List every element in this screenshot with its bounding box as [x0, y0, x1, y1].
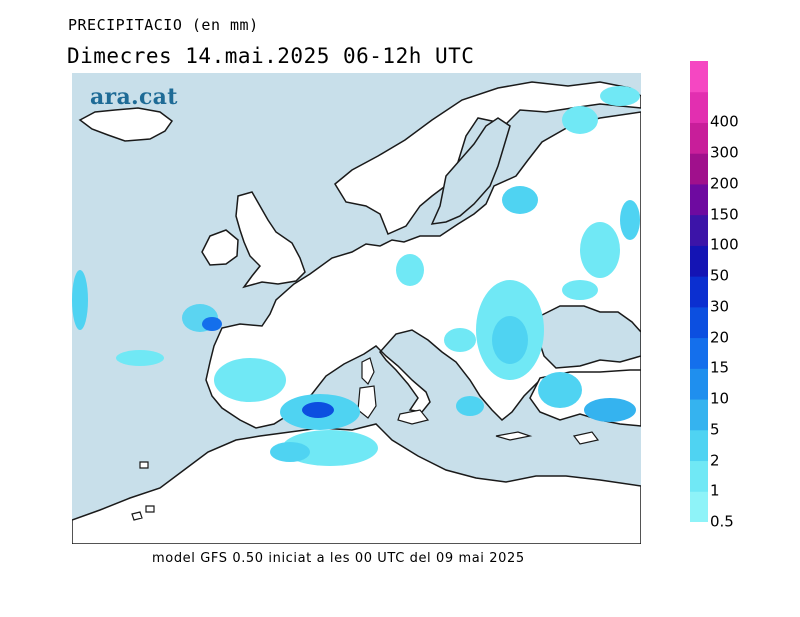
baltic-sea	[430, 117, 511, 225]
legend-tick-label: 0.5	[710, 512, 734, 531]
legend-swatch	[690, 460, 708, 492]
legend-tick-label: 400	[710, 112, 739, 131]
legend-tick-label: 50	[710, 266, 730, 285]
legend-tick-label: 100	[710, 235, 739, 254]
landmass-great-britain	[235, 191, 306, 289]
legend-swatch	[690, 337, 708, 369]
legend-swatch	[690, 153, 708, 185]
landmass-canaries	[131, 461, 155, 521]
legend-swatch	[690, 214, 708, 246]
legend-tick-label: 30	[710, 297, 730, 316]
landmass-iceland	[78, 107, 174, 142]
legend-tick-label: 20	[710, 328, 730, 347]
precipitation-map	[72, 73, 641, 544]
model-info-footer: model GFS 0.50 iniciat a les 00 UTC del …	[152, 551, 525, 566]
legend-tick-label: 150	[710, 205, 739, 224]
legend-swatch	[690, 368, 708, 400]
legend-swatch	[690, 429, 708, 462]
landmass-corsica	[361, 357, 375, 386]
brand-logo: ara.cat	[90, 84, 178, 110]
legend-swatch	[690, 491, 708, 522]
legend-tick-label: 1	[710, 481, 720, 500]
legend-tick-label: 15	[710, 358, 730, 377]
landmass-sardinia	[357, 385, 377, 419]
legend-tick-label: 2	[710, 451, 720, 470]
landmass-north-africa	[72, 423, 641, 544]
legend-swatch	[690, 399, 708, 431]
landmass-sicily	[397, 409, 430, 425]
legend-swatch	[690, 183, 708, 216]
color-scale-legend	[690, 61, 708, 522]
chart-title: PRECIPITACIO (en mm)	[68, 16, 259, 34]
precipitation-field	[72, 86, 640, 466]
legend-tick-label: 200	[710, 174, 739, 193]
legend-swatch	[690, 245, 708, 277]
legend-tick-label: 300	[710, 143, 739, 162]
legend-swatch	[690, 91, 708, 123]
legend-swatch	[690, 122, 708, 154]
landmass-cyprus	[572, 431, 600, 445]
landmass-ireland	[201, 229, 239, 266]
landmass-scandinavia	[334, 81, 641, 236]
chart-subtitle: Dimecres 14.mai.2025 06-12h UTC	[67, 44, 475, 68]
landmass-crete	[495, 431, 533, 441]
legend-tick-label: 5	[710, 420, 720, 439]
legend-swatch	[690, 276, 708, 308]
black-sea	[537, 305, 641, 369]
legend-swatch-top	[690, 61, 708, 93]
legend-swatch	[690, 306, 708, 339]
legend-labels: 0.5 1 2 5 10 15 20 30 50 100 150 200 300 400	[710, 61, 790, 531]
legend-tick-label: 10	[710, 389, 730, 408]
